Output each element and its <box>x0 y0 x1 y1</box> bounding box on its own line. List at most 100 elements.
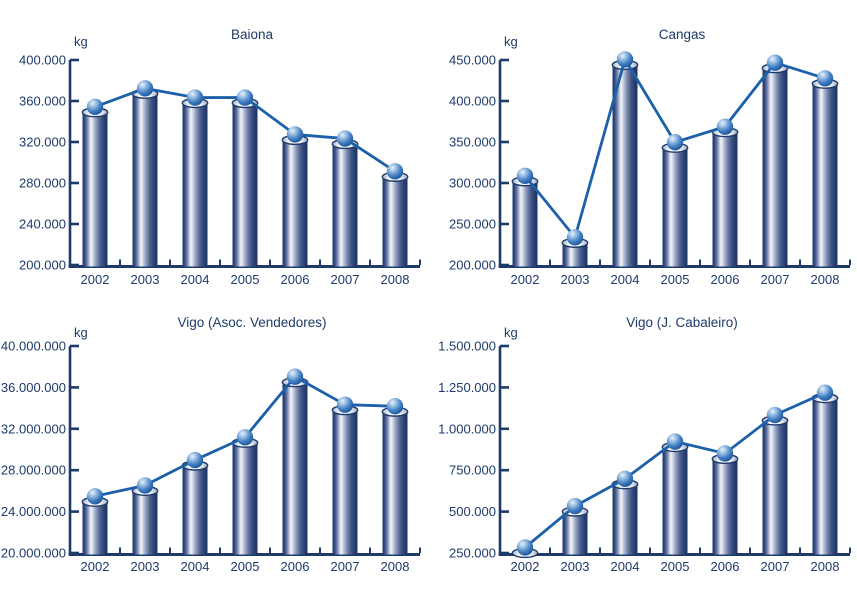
bar-2004 <box>612 64 638 267</box>
y-tick-label: 450.000 <box>449 53 496 68</box>
chart-vigo-asoc-vendedores: kg Vigo (Asoc. Vendedores) 40.000.000 36.00… <box>0 296 427 591</box>
marker-2005 <box>236 89 254 106</box>
x-tick <box>269 259 271 265</box>
bar-2005 <box>232 103 258 267</box>
x-tick-label: 2008 <box>381 272 410 287</box>
marker-2005 <box>666 433 684 450</box>
x-tick <box>699 259 701 265</box>
marker-2008 <box>386 398 404 415</box>
bar-2003 <box>562 242 588 267</box>
y-tick-label: 320.000 <box>19 135 66 150</box>
y-tick-label: 250.000 <box>449 546 496 561</box>
bar-2003 <box>132 93 158 267</box>
y-tick-label: 350.000 <box>449 135 496 150</box>
x-tick-label: 2004 <box>611 559 640 574</box>
chart-title: Baiona <box>231 27 274 42</box>
y-tick <box>500 427 509 431</box>
x-tick <box>369 259 371 265</box>
marker-2007 <box>336 396 354 413</box>
x-tick <box>319 547 321 553</box>
bar-2003 <box>562 511 588 555</box>
x-tick-label: 2007 <box>331 559 360 574</box>
x-tick <box>799 547 801 553</box>
x-tick-label: 2005 <box>231 559 260 574</box>
chart-title: Cangas <box>659 27 706 42</box>
markers <box>516 51 834 246</box>
x-tick <box>649 259 651 265</box>
marker-2005 <box>236 429 254 446</box>
marker-2006 <box>716 118 734 135</box>
y-axis-line <box>68 346 72 556</box>
x-tick-label: 2004 <box>181 272 210 287</box>
y-tick-label: 250.000 <box>449 217 496 232</box>
bars <box>81 88 409 267</box>
x-tick-label: 2004 <box>181 559 210 574</box>
marker-2007 <box>766 406 784 424</box>
chart-vigo-j-cabaleiro: kg Vigo (J. Cabaleiro) 1.500.000 1.250.000 1… <box>430 296 857 591</box>
x-axis-labels: 2002 2003 2004 2005 2006 2007 2008 <box>511 559 840 574</box>
y-tick <box>70 140 79 144</box>
bar-2008 <box>812 398 838 555</box>
marker-2008 <box>816 70 834 87</box>
unit-label: kg <box>504 34 518 49</box>
y-axis-ticks: 40.000.000 36.000.000 32.000.000 28.000.000… <box>1 339 79 561</box>
bar-2002 <box>512 181 538 267</box>
x-tick-label: 2008 <box>381 559 410 574</box>
marker-2003 <box>136 477 154 494</box>
x-axis-ticks <box>549 259 851 265</box>
bar-2007 <box>332 144 358 267</box>
x-axis-ticks <box>119 547 421 553</box>
marker-2004 <box>186 451 204 469</box>
chart-svg-cangas: kg Cangas 450.000 400.000 350.000 300.000 250.… <box>449 27 851 287</box>
marker-2006 <box>286 126 304 143</box>
x-tick <box>169 547 171 553</box>
y-tick <box>500 468 509 472</box>
bar-2007 <box>762 420 788 555</box>
y-tick <box>70 344 79 348</box>
y-tick-label: 1.000.000 <box>438 421 496 436</box>
x-tick-label: 2002 <box>81 559 110 574</box>
marker-2006 <box>286 368 304 385</box>
y-tick <box>500 140 509 144</box>
x-tick-label: 2003 <box>131 272 160 287</box>
x-tick <box>419 259 421 265</box>
marker-2004 <box>186 89 204 106</box>
bar-2006 <box>712 132 738 267</box>
x-tick <box>119 259 121 265</box>
bars <box>511 393 839 559</box>
y-tick <box>500 386 509 389</box>
marker-2004 <box>616 470 634 487</box>
x-tick-label: 2002 <box>511 272 540 287</box>
chart-title: Vigo (Asoc. Vendedores) <box>177 315 326 330</box>
marker-2004 <box>616 51 634 68</box>
x-tick <box>849 259 851 265</box>
marker-2002 <box>516 539 534 556</box>
y-tick-label: 28.000.000 <box>1 463 66 478</box>
x-tick-label: 2007 <box>331 272 360 287</box>
x-tick <box>699 547 701 553</box>
y-tick-label: 40.000.000 <box>1 339 66 354</box>
y-tick-label: 20.000.000 <box>1 546 66 561</box>
y-tick-label: 300.000 <box>449 176 496 191</box>
bar-2005 <box>662 147 688 267</box>
y-tick-label: 400.000 <box>449 94 496 109</box>
y-tick <box>70 386 79 389</box>
x-tick-label: 2003 <box>561 559 590 574</box>
x-tick <box>799 259 801 265</box>
marker-2008 <box>816 384 834 401</box>
y-tick-label: 36.000.000 <box>1 380 66 395</box>
y-tick <box>500 58 509 62</box>
marker-2008 <box>386 163 404 180</box>
bar-2006 <box>712 458 738 555</box>
x-tick-label: 2003 <box>561 272 590 287</box>
x-tick-label: 2005 <box>661 272 690 287</box>
chart-svg-vigo-asoc-vendedores: kg Vigo (Asoc. Vendedores) 40.000.000 36.00… <box>1 315 421 574</box>
x-tick-label: 2008 <box>811 559 840 574</box>
y-tick-label: 32.000.000 <box>1 421 66 436</box>
marker-2007 <box>766 54 784 71</box>
x-tick <box>599 259 601 265</box>
x-tick <box>219 259 221 265</box>
x-tick <box>549 547 551 553</box>
x-tick <box>749 547 751 553</box>
